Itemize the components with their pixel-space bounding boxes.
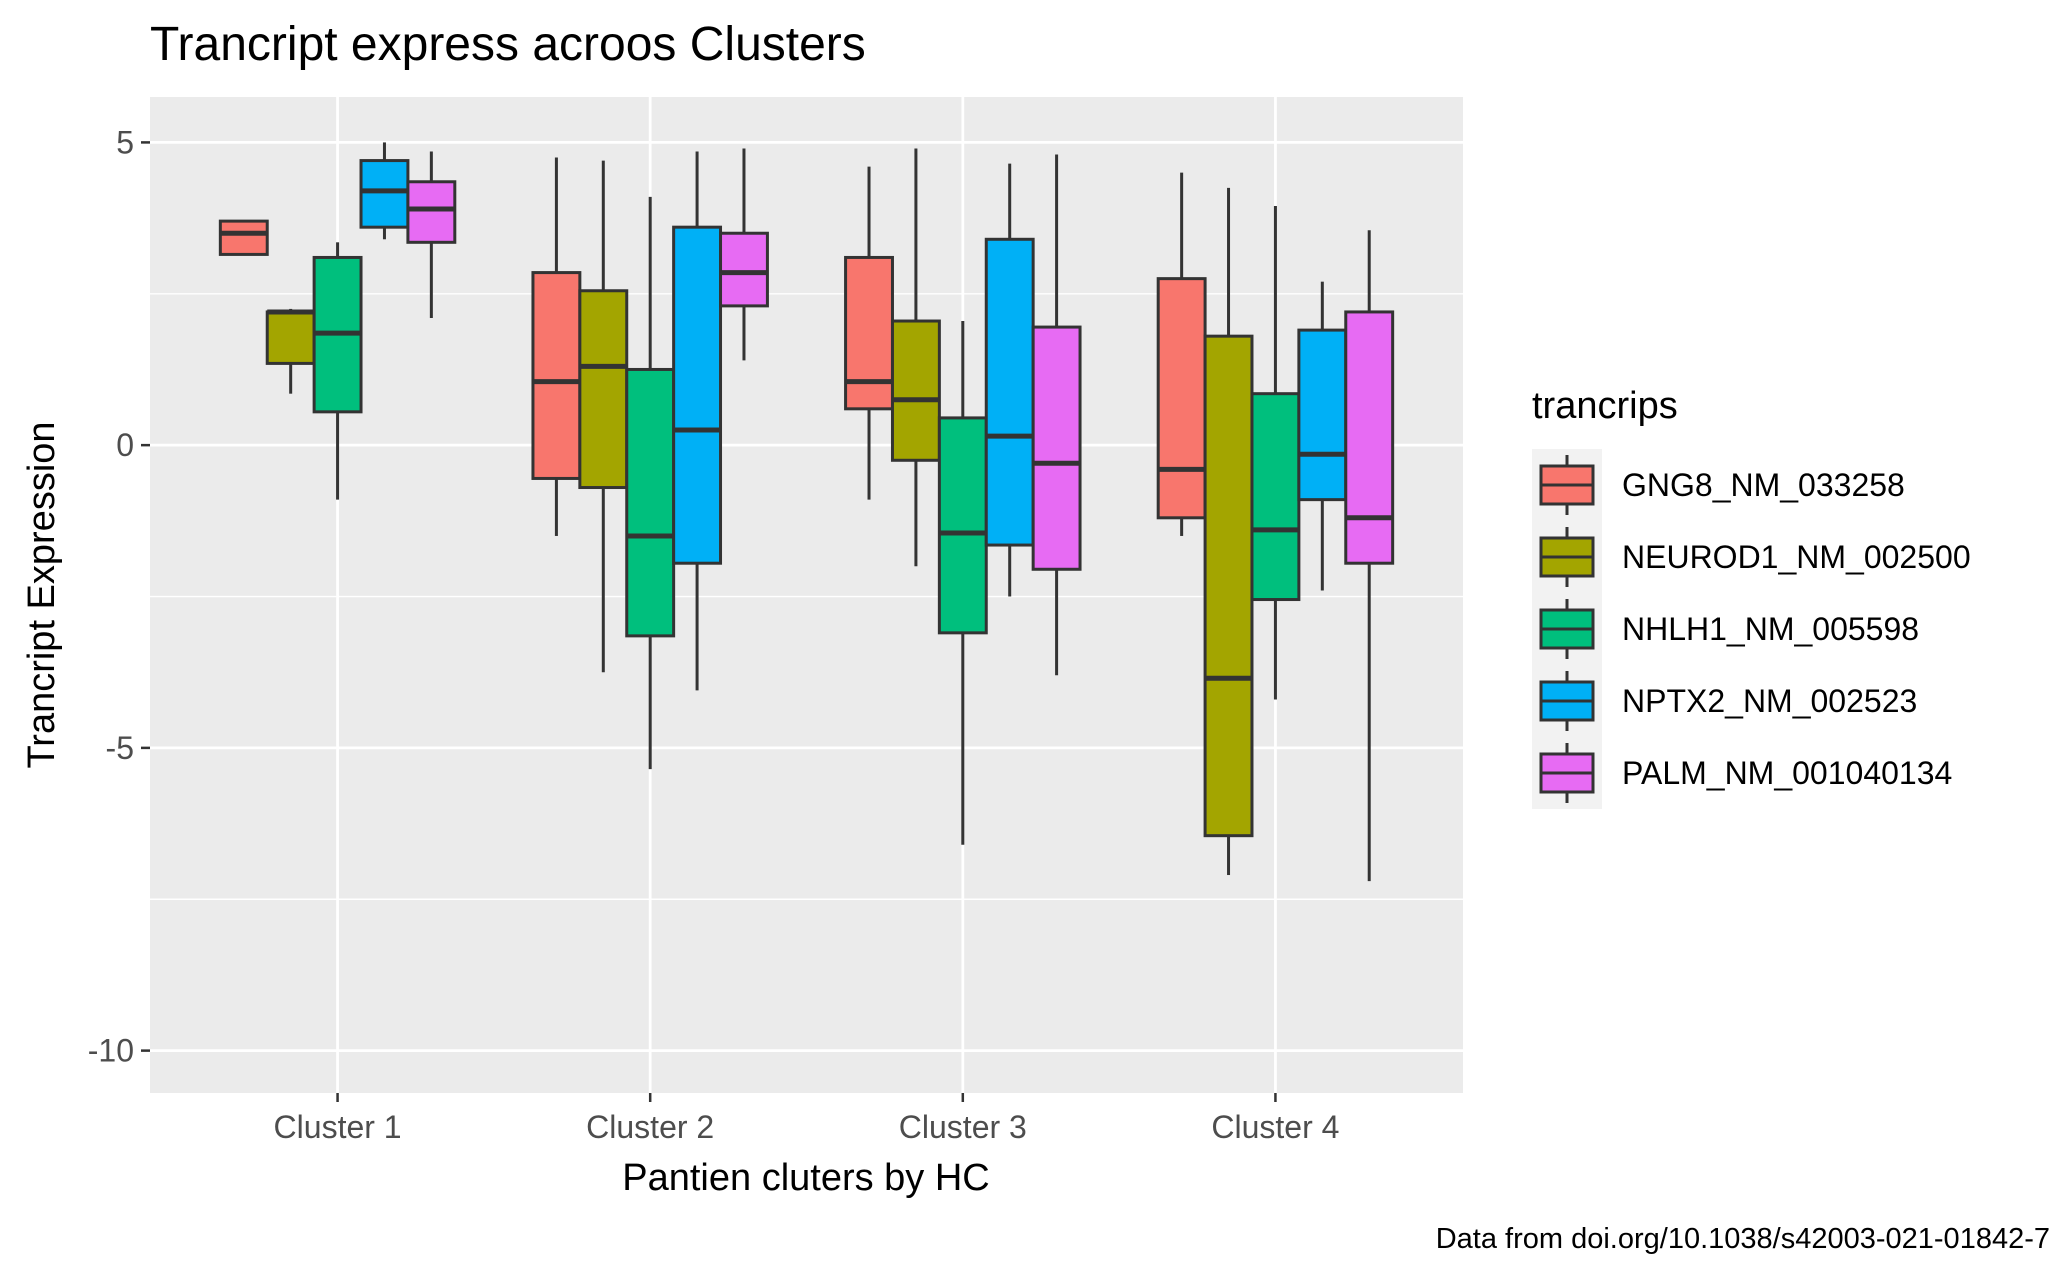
y-tick-label: 5 [116,124,134,160]
box-body [984,237,1035,547]
box-NEUROD1_NM_002500-Cluster 4 [1203,187,1254,876]
box-body [844,255,894,411]
y-tick-label: 0 [116,427,134,463]
box-body [937,416,988,635]
x-tick-label: Cluster 1 [274,1109,402,1145]
box-NPTX2_NM_002523-Cluster 2 [672,151,723,691]
y-tick-label: -5 [106,730,134,766]
box-PALM_NM_001040134-Cluster 2 [719,148,769,361]
box-body [406,180,457,244]
legend-item: NHLH1_NM_005598 [1532,593,1919,665]
x-axis: Cluster 1 Cluster 2 Cluster 3 Cluster 4 [274,1093,1339,1145]
y-axis: 5 0 -5 -10 [88,124,150,1069]
box-GNG8_NM_033258-Cluster 4 [1156,172,1207,536]
box-series [218,142,1395,882]
box-NEUROD1_NM_002500-Cluster 3 [890,148,941,567]
box-NEUROD1_NM_002500-Cluster 2 [578,160,629,673]
box-NHLH1_NM_005598-Cluster 1 [312,242,363,500]
caption: Data from doi.org/10.1038/s42003-021-018… [1436,1223,2050,1255]
box-body [359,159,410,229]
chart-title: Trancript express acroos Clusters [150,18,866,71]
legend-item: GNG8_NM_033258 [1532,449,1905,521]
y-tick-label: -10 [88,1033,134,1069]
box-body [672,225,723,565]
box-body [578,289,629,490]
legend-label: PALM_NM_001040134 [1622,755,1952,791]
y-axis-title: Trancript Expression [21,421,63,768]
box-body [1203,334,1254,838]
box-PALM_NM_001040134-Cluster 1 [406,151,457,318]
box-NHLH1_NM_005598-Cluster 3 [937,321,988,845]
legend: trancrips GNG8_NM_033258 NEUROD1_NM_00250… [1532,385,1971,809]
x-tick-label: Cluster 4 [1211,1109,1339,1145]
box-PALM_NM_001040134-Cluster 3 [1031,154,1082,676]
legend-label: NPTX2_NM_002523 [1622,683,1917,719]
box-NPTX2_NM_002523-Cluster 3 [984,163,1035,597]
legend-item: PALM_NM_001040134 [1532,737,1952,809]
box-NPTX2_NM_002523-Cluster 4 [1297,281,1348,591]
legend-label: GNG8_NM_033258 [1622,467,1905,503]
box-body [265,310,316,365]
legend-item: NEUROD1_NM_002500 [1532,521,1971,593]
box-body [218,219,269,256]
box-body [1344,310,1395,565]
box-GNG8_NM_033258-Cluster 3 [844,166,894,500]
box-PALM_NM_001040134-Cluster 4 [1344,230,1395,882]
legend-label: NEUROD1_NM_002500 [1622,539,1971,575]
box-body [719,231,769,308]
box-body [625,367,676,638]
legend-title: trancrips [1532,385,1678,427]
legend-label: NHLH1_NM_005598 [1622,611,1919,647]
box-body [1250,392,1301,602]
legend-item: NPTX2_NM_002523 [1532,665,1917,737]
box-body [890,319,941,462]
box-body [531,271,582,480]
box-NPTX2_NM_002523-Cluster 1 [359,142,410,240]
box-body [1297,328,1348,502]
x-tick-label: Cluster 3 [899,1109,1027,1145]
x-axis-title: Pantien cluters by HC [622,1157,990,1199]
box-GNG8_NM_033258-Cluster 1 [218,219,269,256]
box-body [1031,325,1082,571]
box-GNG8_NM_033258-Cluster 2 [531,157,582,536]
x-tick-label: Cluster 2 [586,1109,714,1145]
box-body [1156,277,1207,520]
